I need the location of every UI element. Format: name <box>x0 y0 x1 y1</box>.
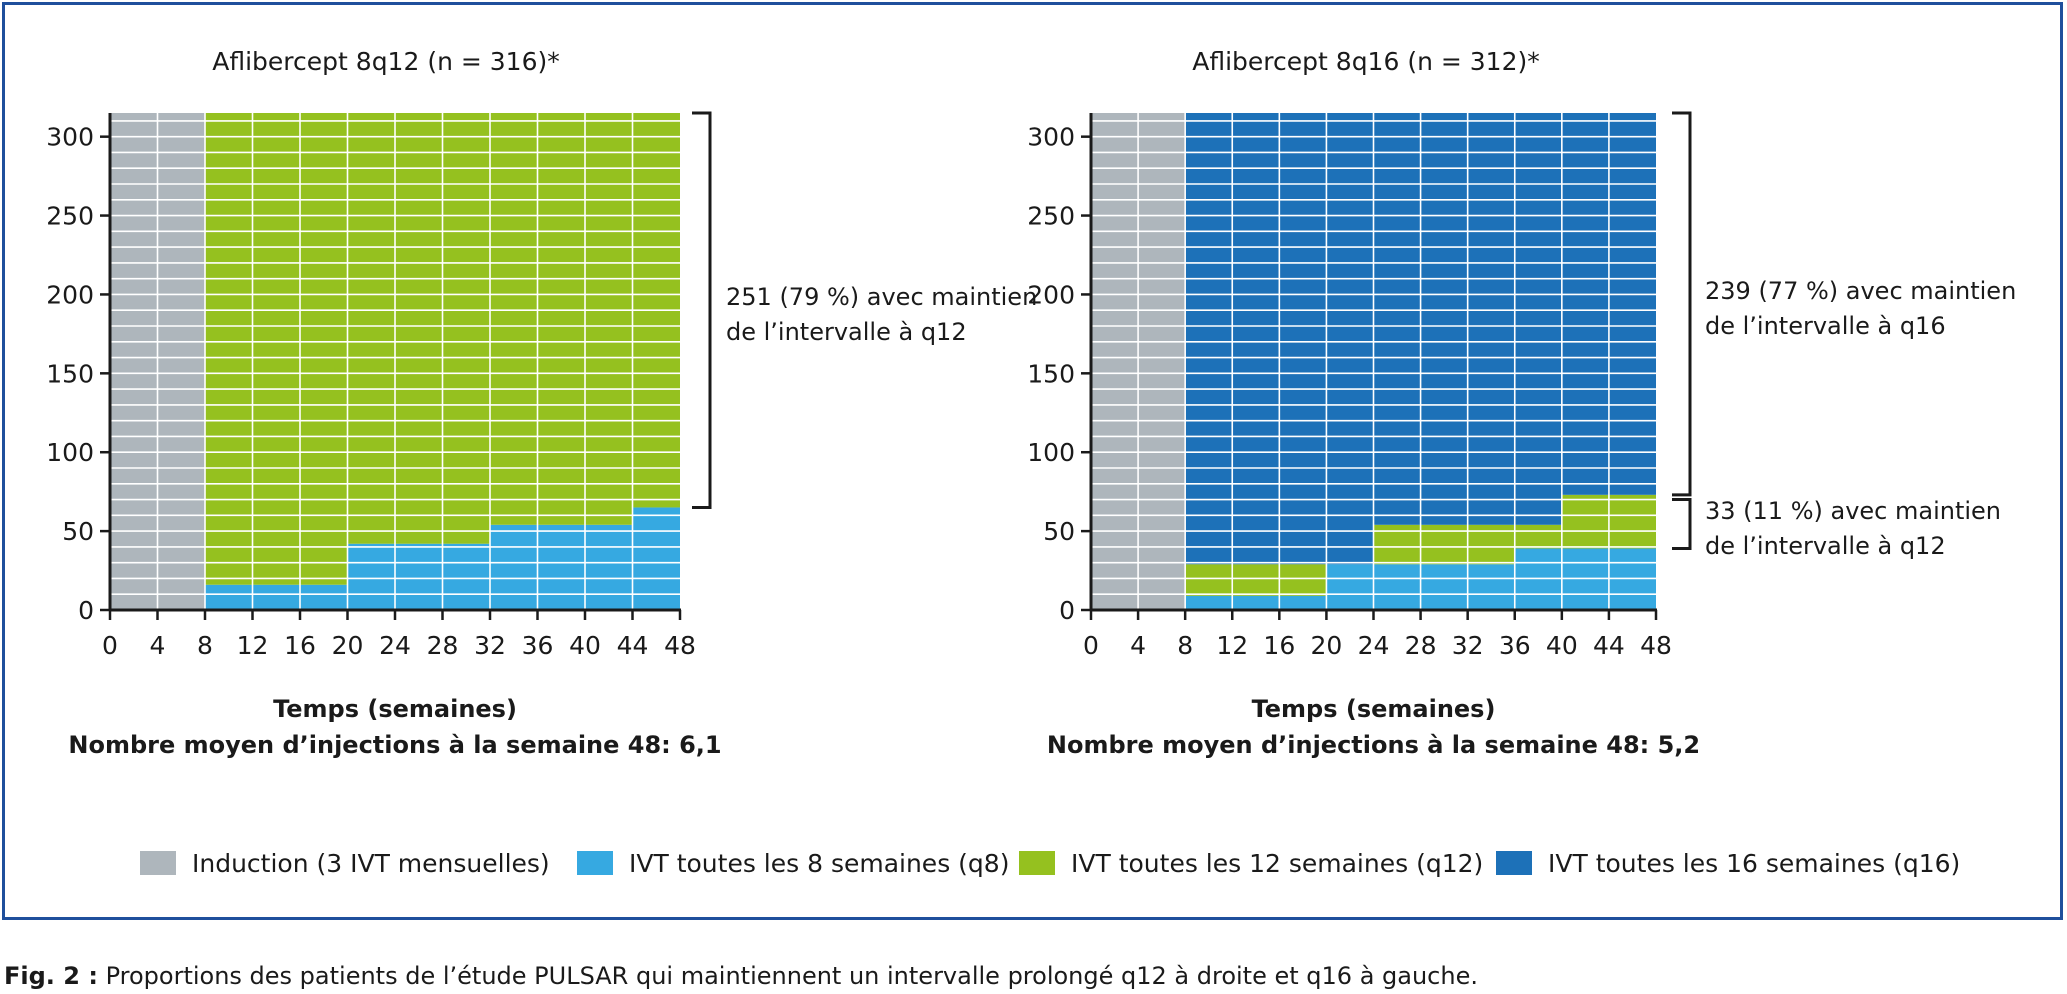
caption-text: Proportions des patients de l’étude PULS… <box>105 962 1478 990</box>
area-segment-q16 <box>1185 113 1327 565</box>
x-tick-label: 44 <box>617 631 649 660</box>
x-tick-label: 28 <box>1405 631 1437 660</box>
x-tick-label: 32 <box>474 631 506 660</box>
x-tick-label: 48 <box>1640 631 1672 660</box>
area-segment-q12 <box>1514 524 1562 549</box>
x-tick-label: 16 <box>284 631 316 660</box>
annotation-bracket <box>692 111 712 509</box>
caption-label: Fig. 2 : <box>4 962 98 990</box>
area-segment-q8 <box>490 524 633 610</box>
legend-label: Induction (3 IVT mensuelles) <box>192 849 550 878</box>
legend-label: IVT toutes les 12 semaines (q12) <box>1071 849 1483 878</box>
annotation-text: de l’intervalle à q16 <box>1705 312 1946 340</box>
area-segment-q8 <box>347 543 490 610</box>
area-segment-q8 <box>632 507 680 610</box>
annotation-bracket <box>1672 111 1692 497</box>
annotation-text: 33 (11 %) avec maintien <box>1705 497 2001 525</box>
area-segment-q12 <box>205 113 348 585</box>
x-tick-label: 0 <box>1083 631 1099 660</box>
area-segment-q16 <box>1326 113 1374 565</box>
y-tick-label: 0 <box>78 596 94 625</box>
area-segment-q12 <box>490 113 633 525</box>
x-tick-label: 20 <box>1311 631 1343 660</box>
x-tick-label: 28 <box>427 631 459 660</box>
y-tick-label: 300 <box>46 123 94 152</box>
y-tick-label: 100 <box>1027 438 1075 467</box>
chart-panel-q16: Aflibercept 8q16 (n = 312)*0501001502002… <box>1027 47 2016 759</box>
x-tick-label: 32 <box>1452 631 1484 660</box>
x-tick-label: 24 <box>379 631 411 660</box>
y-tick-label: 150 <box>1027 359 1075 388</box>
chart-panel-q12: Aflibercept 8q12 (n = 316)*0501001502002… <box>46 47 1037 759</box>
x-tick-label: 24 <box>1358 631 1390 660</box>
annotation-text: de l’intervalle à q12 <box>726 318 967 346</box>
legend-label: IVT toutes les 16 semaines (q16) <box>1548 849 1960 878</box>
y-tick-label: 250 <box>1027 202 1075 231</box>
y-tick-label: 100 <box>46 438 94 467</box>
legend-swatch <box>1496 851 1532 875</box>
annotation-bracket <box>1672 498 1692 550</box>
y-tick-label: 200 <box>1027 280 1075 309</box>
x-tick-label: 12 <box>1216 631 1248 660</box>
x-tick-label: 40 <box>1546 631 1578 660</box>
x-tick-label: 8 <box>197 631 213 660</box>
figure-frame <box>2 2 2063 920</box>
x-tick-label: 4 <box>150 631 166 660</box>
y-tick-label: 200 <box>46 280 94 309</box>
chart-title: Aflibercept 8q16 (n = 312)* <box>1192 47 1539 76</box>
x-tick-label: 48 <box>664 631 696 660</box>
y-tick-label: 250 <box>46 202 94 231</box>
chart-title: Aflibercept 8q12 (n = 316)* <box>212 47 559 76</box>
y-tick-label: 300 <box>1027 123 1075 152</box>
x-tick-label: 20 <box>332 631 364 660</box>
legend-swatch <box>577 851 613 875</box>
chart-subtitle: Nombre moyen d’injections à la semaine 4… <box>1047 731 1700 759</box>
x-tick-label: 4 <box>1130 631 1146 660</box>
x-tick-label: 12 <box>237 631 269 660</box>
legend: Induction (3 IVT mensuelles) IVT toutes l… <box>140 849 1960 878</box>
y-tick-label: 0 <box>1059 596 1075 625</box>
area-segment-q12 <box>347 113 490 544</box>
x-tick-label: 36 <box>1499 631 1531 660</box>
x-axis-label: Temps (semaines) <box>273 695 517 723</box>
y-tick-label: 150 <box>46 359 94 388</box>
chart-subtitle: Nombre moyen d’injections à la semaine 4… <box>68 731 721 759</box>
x-tick-label: 36 <box>522 631 554 660</box>
x-axis-label: Temps (semaines) <box>1252 695 1496 723</box>
annotation-text: 251 (79 %) avec maintien <box>726 283 1037 311</box>
legend-swatch <box>1019 851 1055 875</box>
x-tick-label: 0 <box>102 631 118 660</box>
figure-caption: Fig. 2 : Proportions des patients de l’é… <box>4 962 1478 990</box>
area-segment-q12 <box>1185 564 1327 596</box>
y-tick-label: 50 <box>1043 517 1075 546</box>
x-tick-label: 44 <box>1593 631 1625 660</box>
area-segment-q8 <box>205 584 348 610</box>
x-tick-label: 8 <box>1177 631 1193 660</box>
area-segment-q8 <box>1185 595 1327 610</box>
x-tick-label: 16 <box>1263 631 1295 660</box>
y-tick-label: 50 <box>62 517 94 546</box>
legend-label: IVT toutes les 8 semaines (q8) <box>629 849 1009 878</box>
annotation-text: 239 (77 %) avec maintien <box>1705 277 2016 305</box>
legend-swatch <box>140 851 176 875</box>
annotation-text: de l’intervalle à q12 <box>1705 532 1946 560</box>
x-tick-label: 40 <box>569 631 601 660</box>
